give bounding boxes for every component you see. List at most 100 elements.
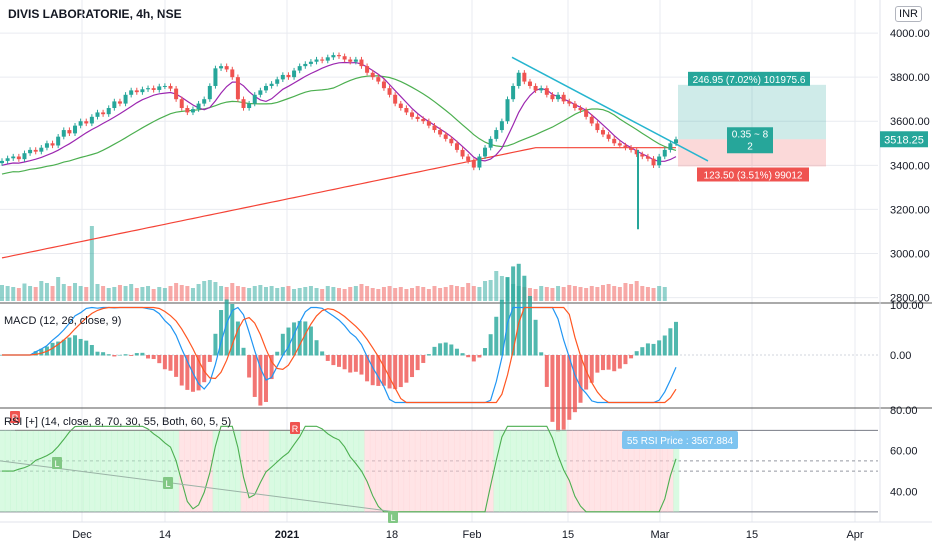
macd-histogram-bar	[426, 354, 431, 356]
volume-bar	[404, 289, 409, 301]
rsi-zone	[493, 430, 500, 512]
rsi-tick-label: 60.00	[890, 446, 918, 458]
candle-body	[606, 134, 611, 139]
candle-body	[129, 90, 134, 95]
volume-bar	[325, 286, 330, 301]
volume-bar	[376, 289, 381, 301]
time-tick-label: Apr	[846, 529, 863, 541]
candle-body	[39, 147, 44, 152]
volume-bar	[146, 286, 151, 301]
volume-bar	[56, 277, 61, 301]
rsi-marker: R	[12, 413, 19, 423]
volume-bar	[157, 287, 162, 301]
volume-bar	[67, 286, 72, 301]
target-label: 246.95 (7.02%) 101975.6	[693, 75, 806, 86]
rsi-zone	[521, 430, 528, 512]
macd-histogram-bar	[224, 299, 229, 356]
rsi-zone	[661, 430, 669, 512]
candle-body	[511, 85, 516, 100]
rsi-zone	[133, 430, 141, 512]
candle-body	[44, 143, 49, 148]
macd-histogram-bar	[157, 355, 162, 364]
candle-body	[207, 85, 212, 100]
price-tick-label: 3200.00	[890, 204, 930, 216]
candle-body	[337, 55, 341, 57]
rsi-zone	[296, 430, 303, 512]
volume-bar	[645, 287, 650, 301]
candle-body	[196, 103, 201, 110]
currency-button[interactable]: INR	[895, 6, 922, 22]
candle-body	[460, 149, 465, 157]
rsi-zone	[167, 430, 174, 512]
candle-body	[651, 158, 656, 166]
volume-bar	[595, 287, 600, 301]
candle-body	[123, 94, 128, 104]
rsi-zone	[639, 430, 646, 512]
rsi-zone	[577, 430, 584, 512]
rsi-zone	[504, 430, 511, 512]
rsi-zone	[285, 430, 292, 512]
time-tick-label: 18	[386, 529, 398, 541]
volume-bar	[89, 226, 94, 301]
volume-bar	[533, 289, 538, 301]
candle-body	[263, 85, 268, 91]
macd-histogram-bar	[50, 342, 55, 356]
rsi-zone	[426, 430, 433, 512]
volume-bar	[471, 286, 476, 301]
volume-bar	[269, 286, 274, 301]
volume-bar	[600, 285, 605, 301]
candle-body	[190, 109, 195, 113]
volume-bar	[432, 286, 437, 301]
candle-body	[556, 94, 561, 100]
macd-histogram-bar	[252, 355, 257, 397]
volume-bar	[556, 286, 561, 301]
volume-bar	[337, 288, 341, 301]
volume-bar	[353, 286, 358, 301]
rsi-zone	[442, 430, 450, 512]
price-tick-label: 3400.00	[890, 160, 930, 172]
macd-histogram-bar	[56, 341, 61, 356]
rsi-marker-box	[290, 422, 300, 434]
volume-bar	[5, 286, 10, 301]
candle-body	[499, 121, 504, 131]
volume-bar	[365, 286, 370, 301]
rsi-zone	[364, 430, 371, 512]
candle-body	[623, 145, 628, 148]
macd-tick-label: 0.00	[890, 350, 911, 362]
volume-bar	[230, 283, 235, 301]
rsi-zone	[38, 430, 45, 512]
volume-bar	[101, 286, 106, 301]
macd-histogram-bar	[544, 355, 549, 387]
volume-bar	[331, 287, 336, 301]
volume-bar	[117, 285, 122, 301]
macd-histogram-bar	[202, 355, 207, 383]
rsi-zone	[251, 430, 259, 512]
volume-bar	[50, 286, 55, 301]
volume-bar	[297, 288, 302, 301]
rsi-zone	[122, 430, 129, 512]
volume-bar	[129, 284, 134, 301]
candle-body	[179, 99, 184, 109]
volume-bar	[629, 284, 634, 301]
position-tool[interactable]	[678, 84, 826, 167]
candle-body	[5, 158, 10, 161]
time-tick-label: Dec	[72, 529, 92, 541]
candle-body	[578, 108, 583, 111]
rsi-zone	[341, 430, 348, 512]
rsi-zone	[454, 430, 461, 512]
volume-bar	[292, 289, 297, 301]
volume-bar	[61, 284, 66, 301]
candle-body	[668, 143, 673, 150]
macd-histogram-bar	[101, 352, 106, 356]
macd-histogram-bar	[499, 299, 504, 356]
volume-bar	[612, 286, 617, 301]
volume-bar	[449, 285, 454, 301]
rsi-zone	[44, 430, 51, 512]
macd-histogram-bar	[410, 355, 415, 378]
rsi-zone	[510, 430, 517, 512]
candlesticks	[0, 52, 678, 230]
macd-histogram-bar	[370, 355, 375, 386]
rsi-zone	[302, 430, 309, 512]
candle-body	[454, 143, 459, 150]
